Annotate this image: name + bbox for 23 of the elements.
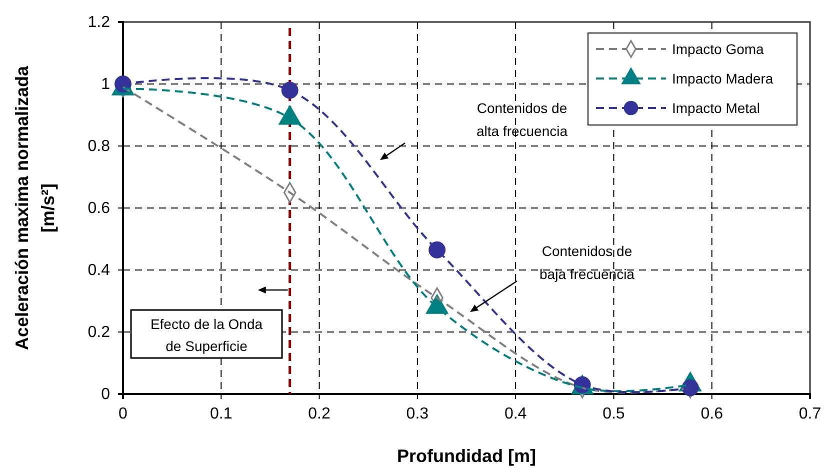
- legend-label: Impacto Madera: [672, 70, 774, 86]
- y-tick-label: 1: [101, 76, 110, 94]
- x-tick-label: 0.7: [798, 405, 822, 422]
- annotation: Contenidos de alta frecuencia: [476, 100, 568, 139]
- y-tick-label: 0.2: [88, 324, 110, 342]
- y-tick-label: 0.6: [88, 200, 110, 218]
- x-tick-label: 0.2: [308, 405, 331, 422]
- legend-label: Impacto Metal: [672, 100, 760, 116]
- x-tick-label: 0.1: [210, 405, 232, 422]
- y-tick-label: 0.4: [88, 262, 110, 280]
- x-tick-label: 0.4: [504, 405, 527, 422]
- y-tick-label: 0: [101, 386, 110, 404]
- y-tick-label: 0.8: [88, 138, 110, 156]
- y-axis-title: Aceleración maxima normalizada [m/s²]: [12, 64, 58, 350]
- x-tick-label: 0.3: [406, 405, 429, 422]
- x-tick-label: 0.6: [700, 405, 724, 422]
- x-tick-label: 0.5: [602, 405, 625, 422]
- annotation: Efecto de la Onda de Superficie: [150, 316, 263, 354]
- x-tick-label: 0: [118, 405, 128, 422]
- y-tick-label: 1.2: [88, 14, 110, 32]
- annotation: Contenidos de baja frecuencia: [540, 243, 635, 282]
- x-axis-title: Profundidad [m]: [397, 446, 536, 466]
- legend-label: Impacto Goma: [672, 41, 764, 57]
